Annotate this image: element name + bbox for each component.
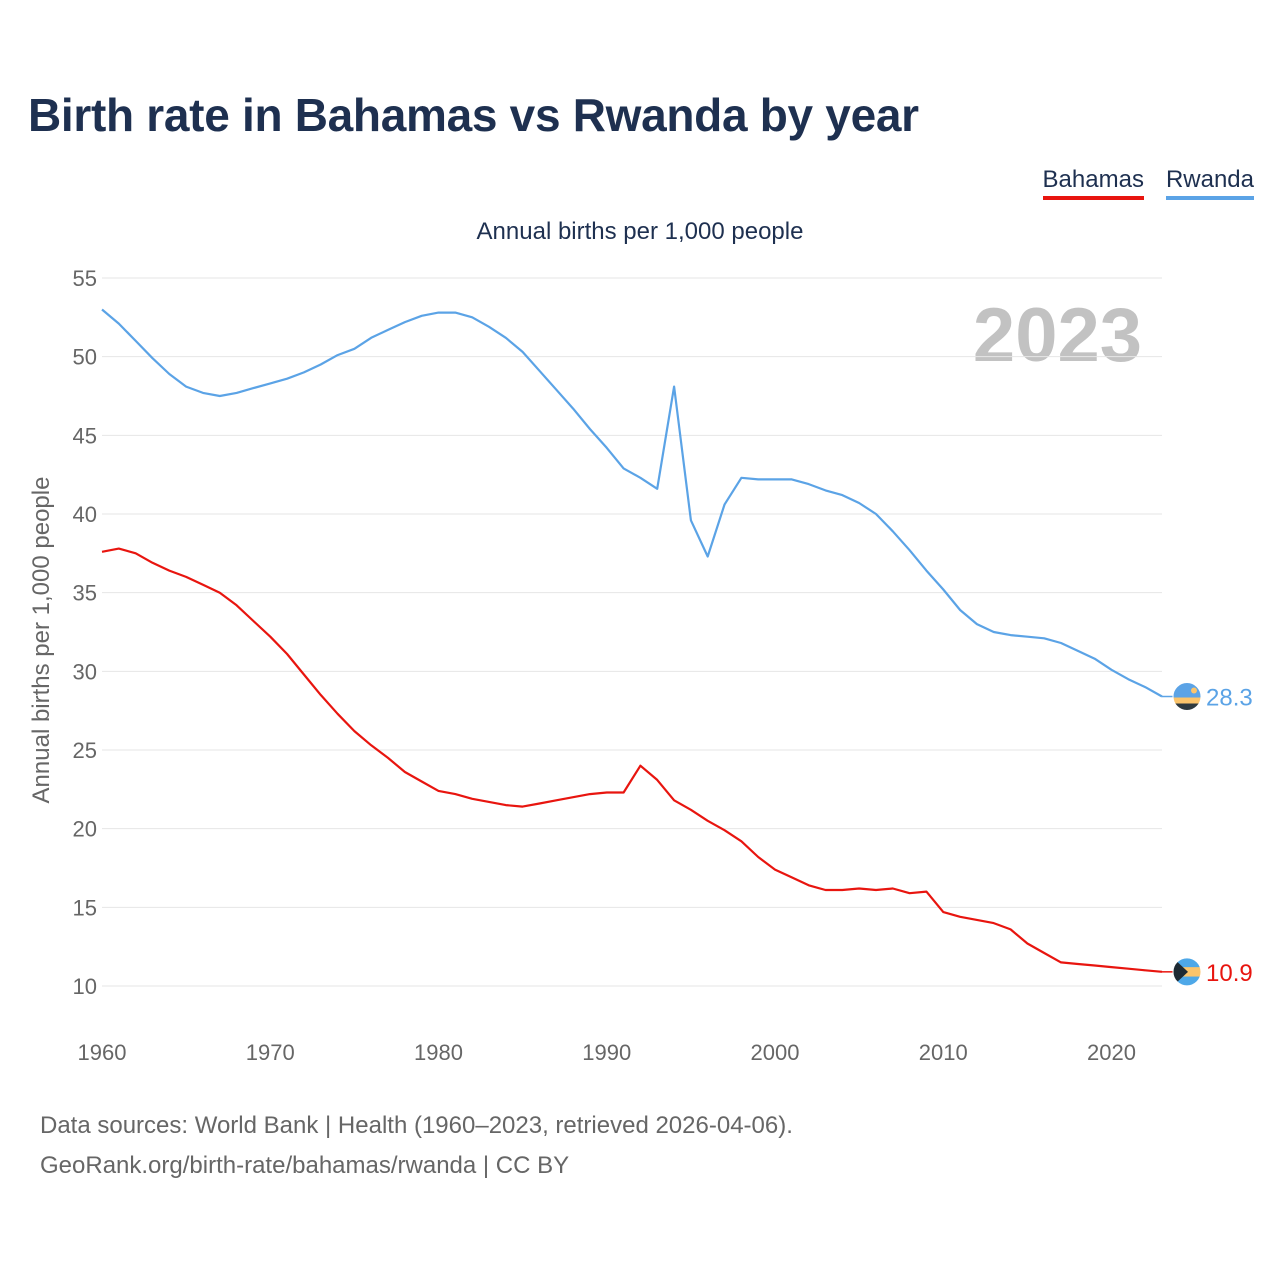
flag-marker-rwanda: [1172, 682, 1202, 712]
legend: Bahamas Rwanda: [1042, 166, 1254, 200]
y-tick-10: 10: [73, 974, 97, 999]
series-line-rwanda[interactable]: [101, 308, 1163, 698]
x-tick-1980: 1980: [414, 1040, 463, 1065]
x-tick-2000: 2000: [751, 1040, 800, 1065]
x-tick-1990: 1990: [582, 1040, 631, 1065]
y-tick-30: 30: [73, 659, 97, 684]
chart-title: Birth rate in Bahamas vs Rwanda by year: [28, 89, 919, 141]
current-year-label: 2023: [972, 293, 1142, 378]
y-tick-50: 50: [73, 345, 97, 370]
x-axis-ticks: 1960 1970 1980 1990 2000 2010 2020: [78, 1040, 1136, 1065]
y-tick-20: 20: [73, 817, 97, 842]
y-tick-25: 25: [73, 738, 97, 763]
series-lines: [101, 308, 1163, 973]
end-markers: 10.9 28.3: [1162, 682, 1253, 987]
legend-label-bahamas: Bahamas: [1042, 166, 1144, 193]
y-tick-35: 35: [73, 581, 97, 606]
x-tick-1970: 1970: [246, 1040, 295, 1065]
y-axis-ticks: 10 15 20 25 30 35 40 45 50 55: [73, 266, 97, 999]
legend-item-bahamas[interactable]: Bahamas: [1042, 166, 1144, 200]
end-value-label-bahamas: 10.9: [1206, 960, 1253, 987]
y-tick-40: 40: [73, 502, 97, 527]
series-line-bahamas[interactable]: [101, 547, 1163, 973]
x-tick-2020: 2020: [1087, 1040, 1136, 1065]
x-tick-2010: 2010: [919, 1040, 968, 1065]
footer: Data sources: World Bank | Health (1960–…: [40, 1106, 793, 1186]
y-tick-55: 55: [73, 266, 97, 291]
gridlines: [102, 277, 1162, 987]
legend-label-rwanda: Rwanda: [1165, 166, 1254, 193]
end-value-label-rwanda: 28.3: [1206, 685, 1253, 712]
source-link[interactable]: GeoRank.org/birth-rate/bahamas/rwanda | …: [40, 1152, 570, 1179]
legend-swatch-bahamas: [1042, 196, 1144, 200]
legend-item-rwanda[interactable]: Rwanda: [1165, 166, 1254, 200]
y-tick-45: 45: [73, 423, 97, 448]
legend-swatch-rwanda: [1165, 196, 1254, 200]
data-source-text: Data sources: World Bank | Health (1960–…: [40, 1112, 793, 1139]
x-tick-1960: 1960: [78, 1040, 127, 1065]
y-tick-15: 15: [73, 895, 97, 920]
flag-marker-bahamas: [1172, 957, 1202, 987]
chart-subtitle: Annual births per 1,000 people: [476, 218, 804, 245]
